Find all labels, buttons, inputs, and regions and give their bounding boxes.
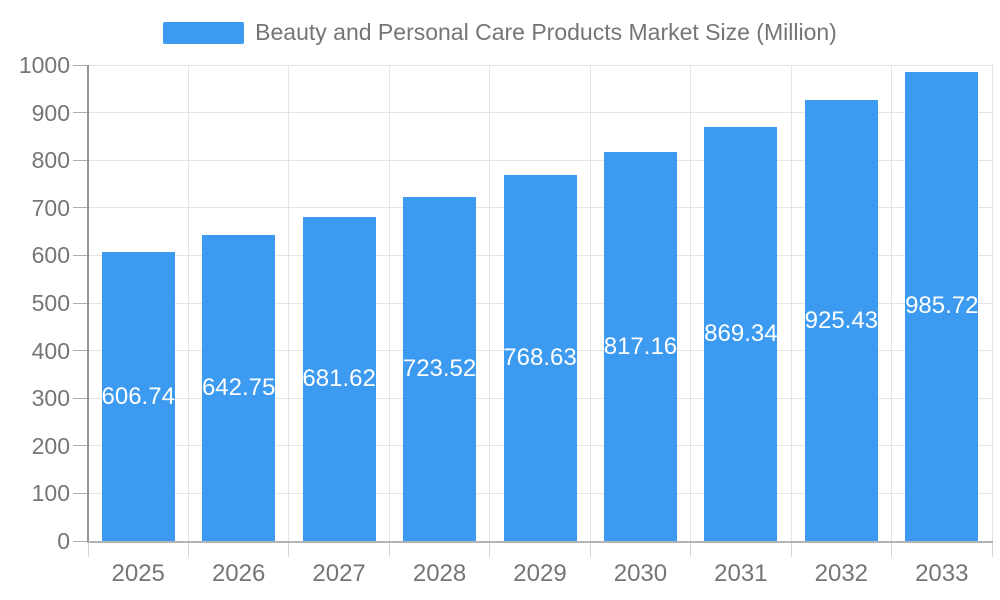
bar-value-label: 681.62 <box>302 364 376 392</box>
y-tick-label: 700 <box>31 194 70 221</box>
x-axis-tick <box>489 542 491 557</box>
bar <box>503 175 577 541</box>
v-gridline <box>589 65 591 541</box>
y-axis-line <box>87 65 89 542</box>
x-tick-label: 2027 <box>312 560 366 587</box>
y-axis-tick <box>73 350 88 352</box>
x-axis-tick <box>288 542 290 557</box>
bar-value-label: 642.75 <box>201 374 276 402</box>
bar <box>403 196 477 541</box>
x-axis-tick <box>187 542 189 557</box>
x-tick-label: 2030 <box>613 560 668 587</box>
x-axis-line <box>87 541 993 543</box>
bar <box>905 71 979 541</box>
y-tick-label: 200 <box>31 432 70 459</box>
x-tick-label: 2033 <box>915 560 969 587</box>
x-axis-tick <box>87 542 89 557</box>
y-axis-tick <box>73 492 88 494</box>
y-tick-label: 0 <box>57 528 70 554</box>
bar-value-label: 768.63 <box>503 344 577 372</box>
x-axis-tick <box>589 542 591 557</box>
bar-value-label: 817.16 <box>603 332 678 360</box>
x-tick-label: 2028 <box>412 560 467 587</box>
v-gridline <box>891 65 893 541</box>
y-tick-label: 400 <box>31 337 70 364</box>
y-tick-label: 600 <box>31 242 70 269</box>
y-axis-tick <box>73 64 88 66</box>
bar <box>804 100 878 541</box>
y-axis-tick <box>73 112 88 114</box>
y-axis-tick <box>73 445 88 447</box>
x-tick-label: 2026 <box>211 560 266 587</box>
x-axis-tick <box>991 542 993 557</box>
v-gridline <box>187 65 189 541</box>
bar <box>101 252 175 541</box>
h-gridline <box>88 159 992 161</box>
y-tick-label: 900 <box>31 99 70 126</box>
bar <box>603 152 677 541</box>
y-tick-label: 300 <box>31 385 70 412</box>
h-gridline <box>88 64 992 66</box>
x-axis-tick <box>891 542 893 557</box>
v-gridline <box>489 65 491 541</box>
y-tick-label: 1000 <box>18 52 70 78</box>
x-axis-tick <box>790 542 792 557</box>
v-gridline <box>790 65 792 541</box>
y-tick-label: 500 <box>31 290 70 316</box>
v-gridline <box>991 65 993 541</box>
y-axis-tick <box>73 540 88 542</box>
y-tick-label: 100 <box>31 480 70 507</box>
legend-label: Beauty and Personal Care Products Market… <box>255 19 837 45</box>
bar <box>302 216 376 541</box>
x-tick-label: 2025 <box>111 560 165 587</box>
x-tick-label: 2029 <box>513 560 567 587</box>
y-axis-tick <box>73 302 88 304</box>
legend: Beauty and Personal Care Products Market… <box>0 21 1000 44</box>
y-axis-tick <box>73 207 88 209</box>
bar-value-label: 606.74 <box>101 382 175 410</box>
x-tick-label: 2032 <box>814 560 869 587</box>
v-gridline <box>388 65 390 541</box>
bar <box>704 127 778 541</box>
bar-value-label: 925.43 <box>804 306 879 334</box>
v-gridline <box>288 65 290 541</box>
h-gridline <box>88 112 992 114</box>
legend-swatch-icon <box>163 21 245 44</box>
y-tick-label: 800 <box>31 147 70 174</box>
x-tick-label: 2031 <box>714 560 768 587</box>
y-axis-tick <box>73 254 88 256</box>
y-axis-tick <box>73 159 88 161</box>
y-axis-tick <box>73 397 88 399</box>
x-axis-tick <box>388 542 390 557</box>
bar-value-label: 985.72 <box>905 292 979 320</box>
bar <box>202 235 276 541</box>
x-axis-tick <box>690 542 692 557</box>
bar-value-label: 869.34 <box>704 320 778 348</box>
bar-value-label: 723.52 <box>402 354 477 382</box>
v-gridline <box>690 65 692 541</box>
